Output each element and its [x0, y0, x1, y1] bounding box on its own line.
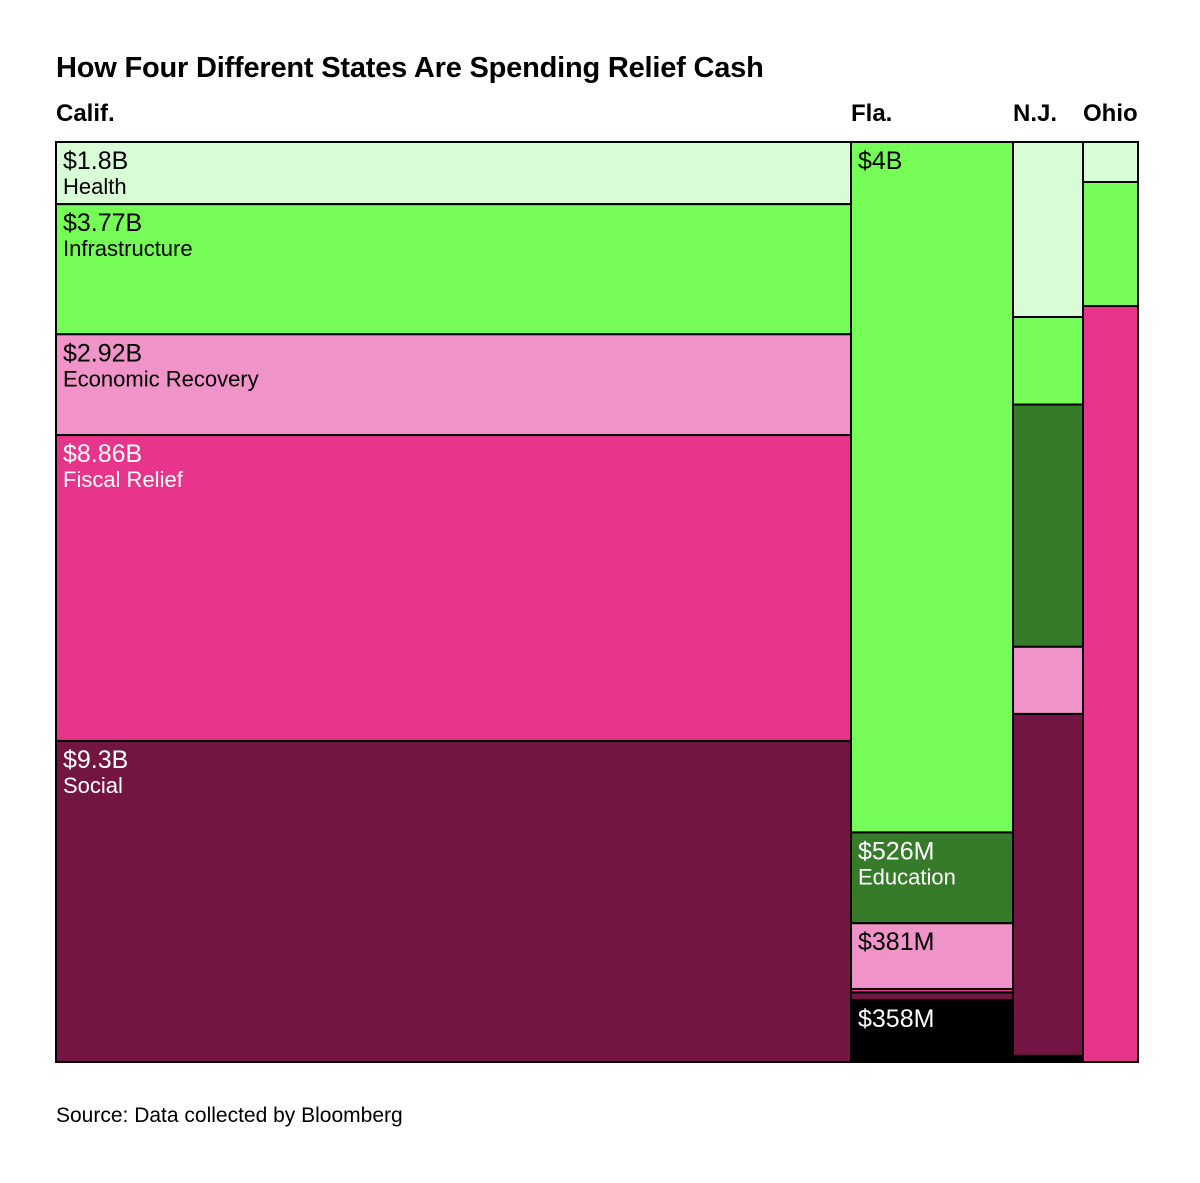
- chart-source: Source: Data collected by Bloomberg: [56, 1104, 403, 1127]
- category-label-calif-economic-recovery: Economic Recovery: [63, 366, 259, 391]
- state-label-nj: N.J.: [1013, 100, 1058, 127]
- category-label-calif-infrastructure: Infrastructure: [63, 236, 193, 261]
- category-label-calif-social: Social: [63, 773, 123, 798]
- state-label-ohio: Ohio: [1083, 100, 1138, 127]
- segment-fla-infrastructure: [850, 141, 1014, 834]
- value-label-calif-fiscal-relief: $8.86B: [63, 440, 142, 468]
- segment-ohio-health: [1082, 141, 1139, 183]
- value-label-fla-other: $358M: [858, 1005, 934, 1033]
- value-label-calif-social: $9.3B: [63, 746, 128, 774]
- segment-fla-other: [850, 999, 1014, 1063]
- segment-n-j-infrastructure: [1012, 316, 1084, 406]
- category-label-calif-fiscal-relief: Fiscal Relief: [63, 467, 184, 492]
- category-label-fla-education: Education: [858, 864, 956, 889]
- segment-calif-infrastructure: [55, 203, 852, 336]
- value-label-fla-education: $526M: [858, 837, 934, 865]
- value-label-calif-health: $1.8B: [63, 147, 128, 175]
- segment-calif-economic-recovery: [55, 333, 852, 437]
- category-label-calif-health: Health: [63, 174, 127, 199]
- segment-fla-education: [850, 831, 1014, 925]
- segment-n-j-economic-recovery: [1012, 645, 1084, 715]
- segment-fla-social: [850, 991, 1014, 1002]
- value-label-calif-infrastructure: $3.77B: [63, 209, 142, 237]
- segment-ohio-infrastructure: [1082, 181, 1139, 307]
- segment-calif-social: [55, 739, 852, 1063]
- state-label-fla: Fla.: [851, 100, 893, 127]
- segment-n-j-education: [1012, 403, 1084, 648]
- value-label-calif-economic-recovery: $2.92B: [63, 339, 142, 367]
- state-label-calif: Calif.: [56, 100, 115, 127]
- segment-fla-economic-recovery: [850, 922, 1014, 990]
- segment-calif-health: [55, 141, 852, 206]
- segment-n-j-social: [1012, 712, 1084, 1057]
- segment-ohio-fiscal-relief: [1082, 305, 1139, 1063]
- chart-title: How Four Different States Are Spending R…: [56, 52, 764, 84]
- segment-n-j-other: [1012, 1054, 1084, 1063]
- segment-n-j-health: [1012, 141, 1084, 319]
- value-label-fla-infrastructure: $4B: [858, 147, 902, 175]
- value-label-fla-economic-recovery: $381M: [858, 928, 934, 956]
